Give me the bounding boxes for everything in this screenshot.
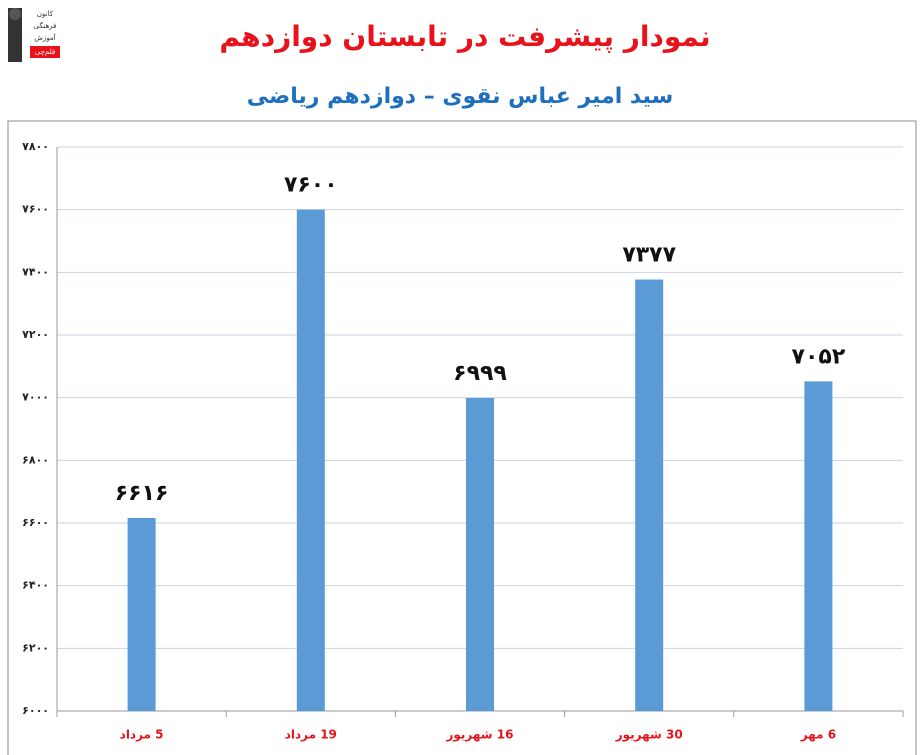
chart-frame	[7, 120, 917, 755]
y-tick-label: ۶۶۰۰	[22, 516, 49, 529]
value-label: ۶۹۹۹	[453, 361, 507, 386]
logo-text: کانون	[37, 10, 54, 18]
logo: کانون فرهنگی آموزش قلم‌چی	[8, 8, 60, 62]
y-tick-label: ۶۰۰۰	[22, 704, 49, 717]
value-label: ۷۶۰۰	[284, 173, 338, 198]
y-tick-label: ۶۸۰۰	[22, 453, 49, 466]
bar	[296, 209, 325, 711]
y-tick-label: ۷۶۰۰	[22, 203, 49, 216]
x-tick-label: 30 شهریور	[615, 728, 683, 743]
value-label: ۷۳۷۷	[622, 243, 676, 268]
logo-head	[9, 8, 21, 20]
logo-text: فرهنگی	[34, 21, 57, 30]
bar	[804, 381, 833, 711]
chart-subtitle: سید امیر عباس نقوی – دوازدهم ریاضی	[247, 84, 673, 109]
bar	[466, 397, 494, 711]
y-tick-label: ۷۸۰۰	[22, 140, 49, 153]
y-tick-label: ۷۰۰۰	[22, 391, 49, 404]
x-tick-label: 5 مرداد	[120, 728, 164, 742]
logo-badge	[30, 46, 60, 58]
y-tick-label: ۶۴۰۰	[22, 579, 49, 592]
x-tick-label: 16 شهریور	[445, 728, 513, 743]
chart-title: نمودار پیشرفت در تابستان دوازدهم	[219, 20, 710, 53]
y-tick-label: ۷۴۰۰	[22, 265, 49, 278]
y-tick-label: ۶۲۰۰	[22, 641, 49, 654]
y-tick-label: ۷۲۰۰	[22, 328, 49, 341]
logo-text: آموزش	[34, 33, 56, 42]
x-tick-label: 19 مرداد	[285, 728, 337, 742]
logo-figure	[8, 8, 22, 62]
value-label: ۷۰۵۲	[792, 344, 846, 369]
value-label: ۶۶۱۶	[115, 481, 169, 506]
x-tick-label: 6 مهر	[800, 728, 836, 742]
bar	[127, 517, 156, 711]
bar	[635, 279, 664, 711]
logo-badge-text: قلم‌چی	[35, 48, 55, 56]
